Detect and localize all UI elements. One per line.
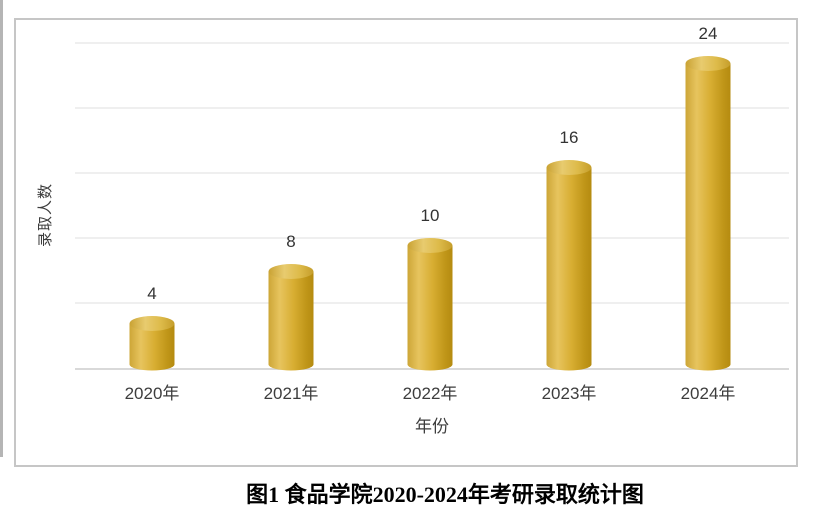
bar-value-label: 8 [286, 232, 296, 251]
figure-caption: 图1 食品学院2020-2024年考研录取统计图 [246, 482, 644, 507]
bar-cylinder-2022年 [407, 238, 453, 371]
x-tick-label: 2023年 [541, 384, 597, 403]
page-edge-line [0, 0, 3, 457]
bar-value-label: 24 [698, 24, 718, 43]
plot-area: 4 2020年 8 2021年 10 2022年 16 2023年 24 2024年 [16, 20, 796, 465]
bar-value-label: 10 [420, 206, 440, 225]
bar-cylinder-2023年 [546, 160, 592, 371]
bar-cylinder-2024年 [685, 56, 731, 371]
bar-value-label: 4 [147, 284, 157, 303]
gridline [75, 42, 789, 44]
gridline [75, 237, 789, 239]
x-tick-label: 2024年 [680, 384, 736, 403]
x-tick-label: 2022年 [402, 384, 458, 403]
gridline [75, 172, 789, 174]
bar-value-label: 16 [559, 128, 579, 147]
gridline [75, 107, 789, 109]
x-tick-label: 2020年 [124, 384, 180, 403]
x-axis-title: 年份 [415, 417, 449, 436]
chart-panel: 4 2020年 8 2021年 10 2022年 16 2023年 24 2024年 录取人数 年… [14, 18, 798, 467]
x-tick-label: 2021年 [263, 384, 319, 403]
y-axis-title: 录取人数 [37, 183, 54, 248]
bar-cylinder-2021年 [268, 264, 314, 371]
bar-cylinder-2020年 [129, 316, 175, 371]
